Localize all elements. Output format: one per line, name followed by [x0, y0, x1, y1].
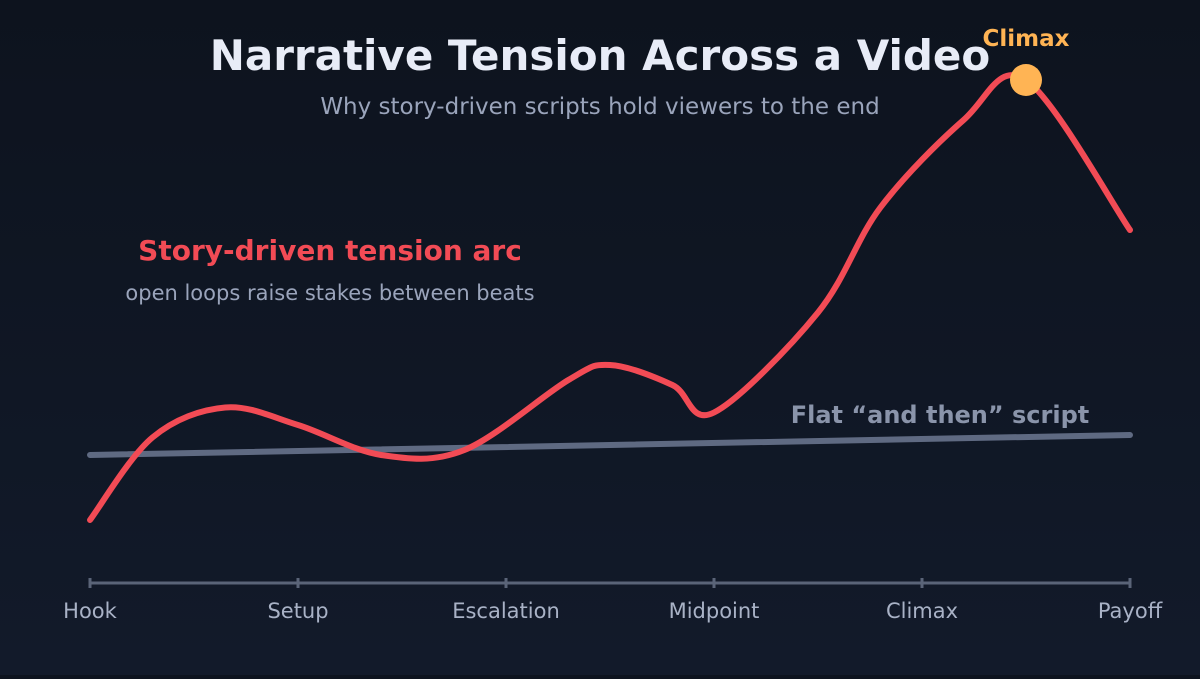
x-tick-label: Hook: [63, 599, 117, 623]
chart-title: Narrative Tension Across a Video: [210, 31, 991, 80]
chart-subtitle: Why story-driven scripts hold viewers to…: [320, 94, 879, 120]
x-axis-ticks: Hook Setup Escalation Midpoint Climax Payoff: [63, 578, 1163, 623]
flat-series-label: Flat “and then” script: [791, 401, 1090, 429]
x-tick-label: Payoff: [1098, 599, 1163, 623]
story-tension-line: [87, 72, 1133, 523]
x-tick-label: Midpoint: [669, 599, 760, 623]
x-tick-label: Escalation: [452, 599, 560, 623]
x-tick-label: Climax: [886, 599, 958, 623]
climax-marker: [1010, 64, 1042, 96]
story-series-label: Story-driven tension arc: [138, 234, 522, 267]
story-series-note: open loops raise stakes between beats: [125, 281, 534, 305]
x-tick-label: Setup: [267, 599, 328, 623]
climax-annotation: Climax: [983, 26, 1070, 52]
flat-script-line: [87, 432, 1133, 458]
